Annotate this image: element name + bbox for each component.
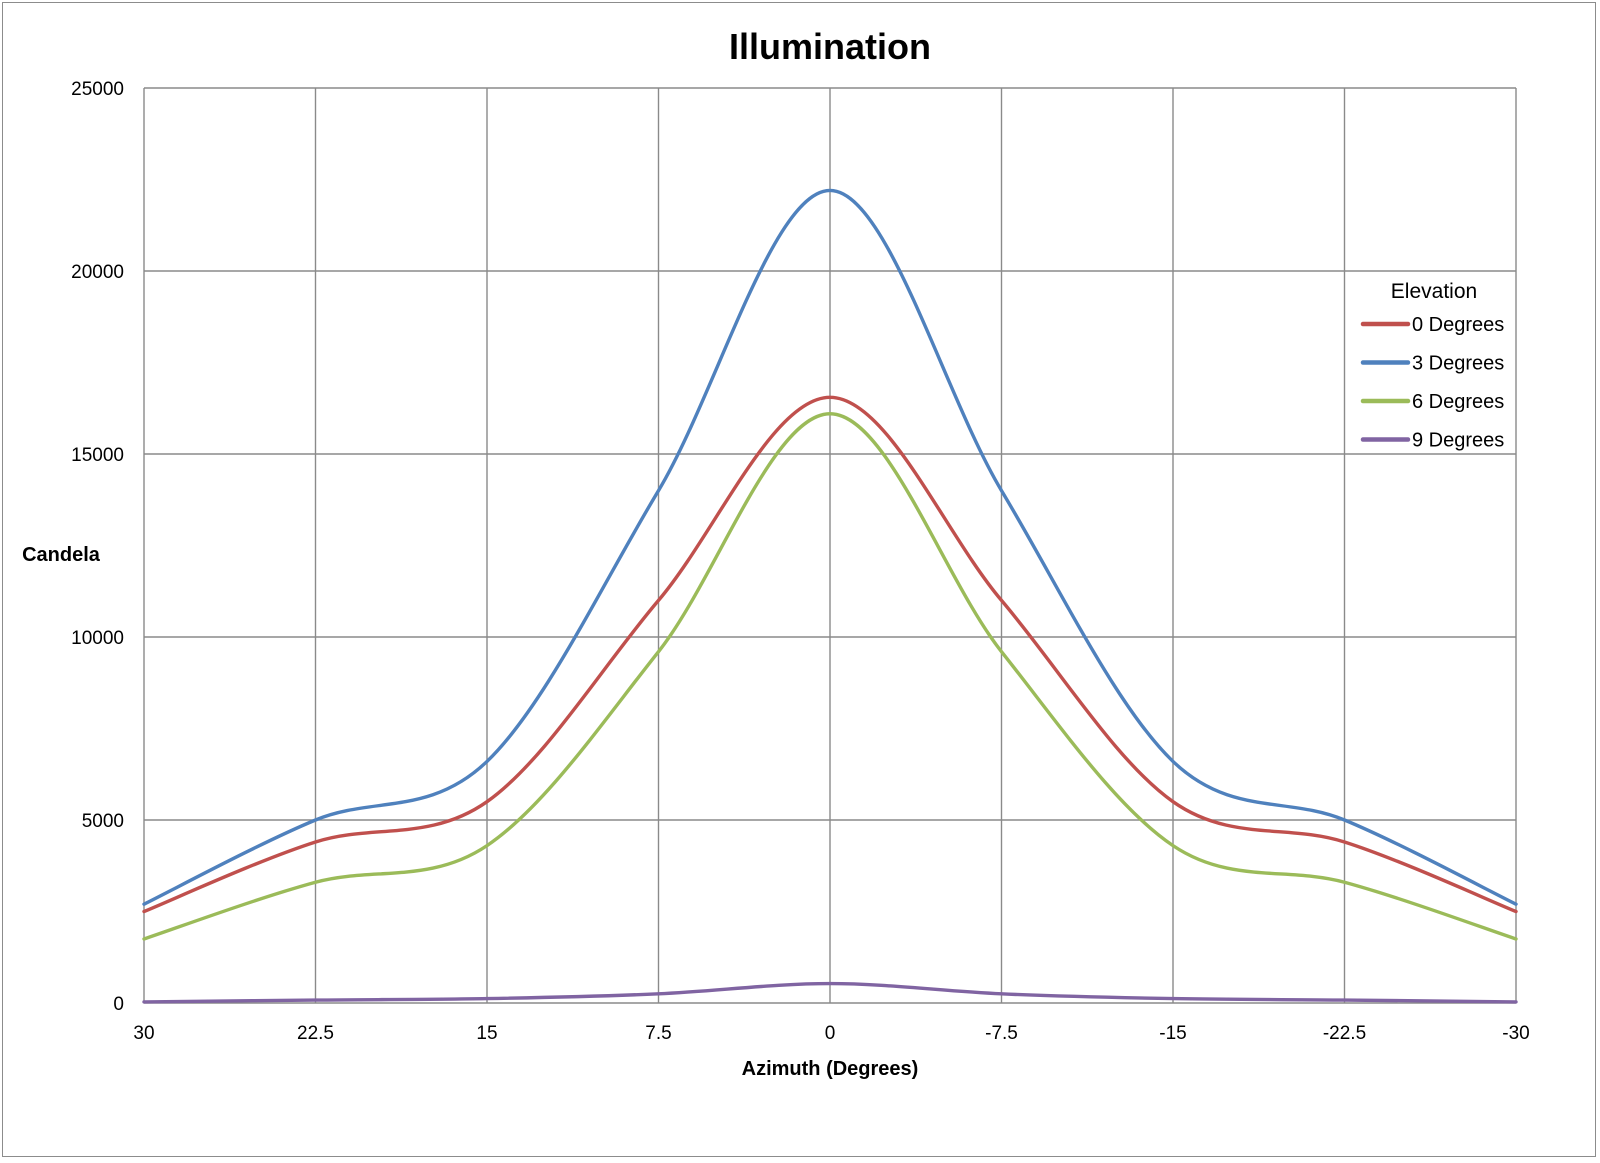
y-tick-label: 10000 bbox=[71, 628, 124, 649]
x-tick-label: 0 bbox=[825, 1023, 836, 1044]
y-axis-title: Candela bbox=[22, 544, 101, 566]
x-tick-label: 15 bbox=[476, 1023, 497, 1044]
legend-label: 0 Degrees bbox=[1412, 314, 1504, 336]
y-tick-label: 25000 bbox=[71, 79, 124, 100]
x-tick-label: 7.5 bbox=[645, 1023, 671, 1044]
legend-label: 9 Degrees bbox=[1412, 430, 1504, 452]
x-tick-label: 22.5 bbox=[297, 1023, 334, 1044]
legend: Elevation 0 Degrees 3 Degrees 6 Degrees 9 D… bbox=[1360, 280, 1504, 452]
x-tick-label: -22.5 bbox=[1323, 1023, 1366, 1044]
series-line-6-degrees bbox=[142, 412, 1518, 941]
x-axis-title: Azimuth (Degrees) bbox=[742, 1058, 919, 1080]
line-chart: Illumination 0 5000 10000 15000 20000 25000 3… bbox=[22, 26, 1530, 1080]
legend-label: 3 Degrees bbox=[1412, 353, 1504, 375]
legend-label: 6 Degrees bbox=[1412, 391, 1504, 413]
y-tick-label: 20000 bbox=[71, 262, 124, 283]
x-tick-label: 30 bbox=[133, 1023, 154, 1044]
x-axis-ticks: 30 22.5 15 7.5 0 -7.5 -15 -22.5 -30 bbox=[133, 1023, 1529, 1044]
y-tick-label: 0 bbox=[113, 994, 124, 1015]
series-line-0-degrees bbox=[142, 395, 1518, 914]
series-line-3-degrees bbox=[142, 188, 1518, 906]
y-axis-ticks: 0 5000 10000 15000 20000 25000 bbox=[71, 79, 124, 1015]
grid bbox=[143, 87, 1517, 1004]
y-tick-label: 5000 bbox=[82, 811, 124, 832]
chart-title: Illumination bbox=[729, 26, 931, 67]
y-tick-label: 15000 bbox=[71, 445, 124, 466]
x-tick-label: -15 bbox=[1159, 1023, 1186, 1044]
legend-title: Elevation bbox=[1391, 280, 1477, 303]
series-line-9-degrees bbox=[142, 981, 1518, 1004]
x-tick-label: -7.5 bbox=[985, 1023, 1018, 1044]
x-tick-label: -30 bbox=[1502, 1023, 1529, 1044]
series-lines bbox=[142, 188, 1518, 1004]
